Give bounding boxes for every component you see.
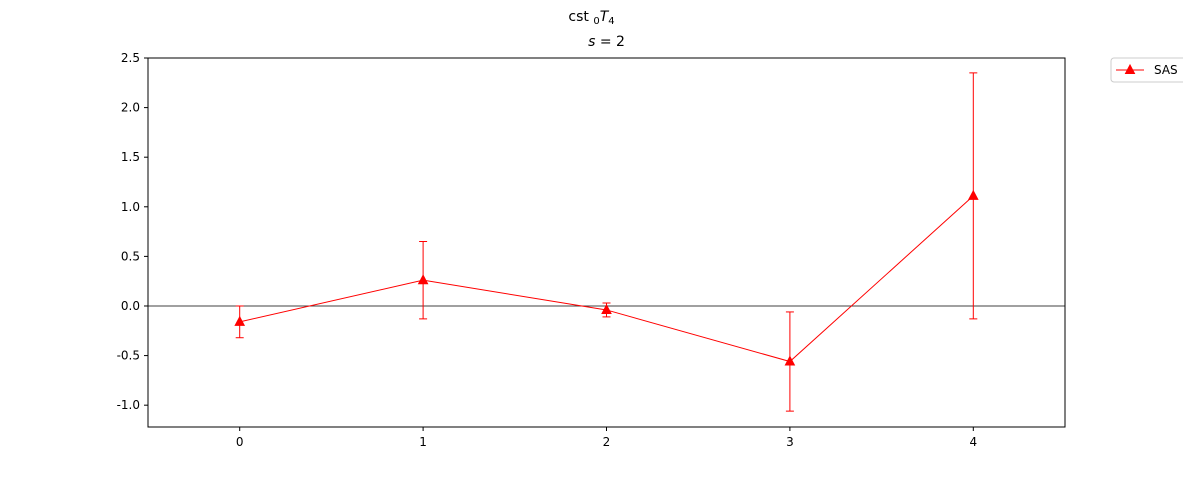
y-tick-label: -1.0 [117, 398, 140, 412]
x-axis: 0 1 2 3 4 [236, 427, 977, 449]
y-tick-label: -0.5 [117, 349, 140, 363]
x-tick-label: 4 [969, 435, 977, 449]
legend: SAS [1110, 57, 1183, 83]
data-point-marker [967, 189, 979, 200]
data-point-marker [234, 315, 246, 326]
series-line-sas [239, 195, 974, 363]
figure-suptitle: cst 0T4 [568, 9, 615, 27]
y-tick-label: 2.5 [121, 51, 140, 65]
legend-label: SAS [1154, 63, 1178, 77]
axes-title: s = 2 [588, 34, 625, 50]
y-tick-label: 1.5 [121, 150, 140, 164]
x-tick-label: 2 [603, 435, 611, 449]
plot-layer [148, 72, 1065, 412]
y-tick-label: 2.0 [121, 101, 140, 115]
plot-frame [147, 57, 1066, 428]
data-point-marker [417, 274, 429, 285]
y-tick-label: 1.0 [121, 200, 140, 214]
x-tick-label: 1 [419, 435, 427, 449]
x-tick-label: 3 [786, 435, 794, 449]
y-axis: -1.0 -0.5 0.0 0.5 1.0 1.5 2.0 2.5 [117, 51, 148, 412]
y-tick-label: 0.0 [121, 299, 140, 313]
x-tick-label: 0 [236, 435, 244, 449]
legend-marker [1124, 63, 1136, 74]
y-tick-label: 0.5 [121, 249, 140, 263]
legend-box [1110, 57, 1183, 83]
data-point-marker [784, 355, 796, 366]
data-point-marker [601, 303, 612, 314]
